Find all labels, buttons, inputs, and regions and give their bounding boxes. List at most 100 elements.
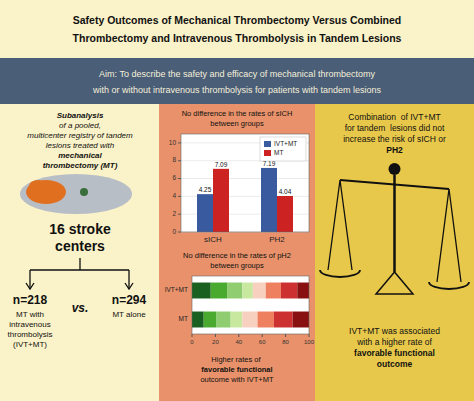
bar bbox=[242, 283, 253, 299]
bar bbox=[231, 312, 243, 328]
tick-label: 0 bbox=[172, 228, 176, 235]
bar bbox=[293, 312, 309, 328]
bar bbox=[297, 283, 309, 299]
scale-beam bbox=[340, 180, 449, 189]
tick bbox=[309, 334, 310, 337]
category-label: MT bbox=[179, 315, 188, 322]
plot-area bbox=[192, 276, 309, 334]
annotation: mechanical bbox=[58, 151, 102, 160]
legend-swatch bbox=[264, 141, 271, 147]
grid-line bbox=[181, 178, 309, 179]
bar bbox=[217, 312, 231, 328]
annotation: centers bbox=[55, 238, 105, 254]
right-panel bbox=[315, 104, 474, 401]
annotation: lesions treated with bbox=[46, 141, 115, 150]
tick-label: 100 bbox=[304, 339, 315, 345]
middle-panel bbox=[159, 104, 315, 401]
plot-frame bbox=[181, 134, 309, 232]
annotation: thrombectomy (MT) bbox=[43, 161, 118, 170]
annotation: Combination of IVT+MT bbox=[348, 112, 440, 122]
annotation: thrombolysis bbox=[8, 330, 53, 339]
bar bbox=[277, 196, 293, 232]
annotation: of a pooled, bbox=[59, 121, 101, 130]
annotation: No difference in the rates of pH2 bbox=[183, 251, 291, 260]
annotation: outcome bbox=[377, 359, 413, 369]
tick-label: 80 bbox=[282, 339, 289, 345]
bar bbox=[192, 283, 211, 299]
arrow-head bbox=[26, 283, 133, 289]
scale-strings bbox=[328, 180, 461, 282]
annotation: outcome with IVT+MT bbox=[200, 375, 274, 384]
tick-label: 0 bbox=[190, 339, 194, 345]
category-label: sICH bbox=[204, 235, 222, 244]
tick-label: 8 bbox=[172, 156, 176, 163]
left-panel bbox=[0, 104, 159, 401]
tick bbox=[178, 232, 181, 233]
annotation: MT alone bbox=[112, 310, 146, 319]
bar bbox=[253, 283, 266, 299]
annotation: No difference in the rates of sICH bbox=[182, 109, 293, 118]
tick-label: 2 bbox=[172, 210, 176, 217]
annotation: (IVT+MT) bbox=[13, 340, 47, 349]
chart: 0246810sICHPH24.257.097.194.04IVT+MTMT bbox=[169, 134, 309, 244]
plot-area bbox=[181, 134, 309, 232]
tick bbox=[178, 178, 181, 179]
bar bbox=[192, 312, 204, 328]
annotation: with a higher rate of bbox=[356, 337, 432, 347]
annotation: Subanalysis bbox=[57, 111, 104, 120]
scale-ball bbox=[389, 163, 401, 175]
tick bbox=[178, 196, 181, 197]
bar bbox=[274, 312, 293, 328]
annotation: between groups bbox=[210, 119, 264, 128]
bar bbox=[258, 312, 274, 328]
tick-label: 6 bbox=[172, 174, 176, 181]
annotation: PH2 bbox=[386, 145, 403, 155]
annotation: multicenter registry of tandem bbox=[27, 131, 133, 140]
map bbox=[20, 174, 132, 214]
chart: 020406080100IVT+MTMT bbox=[165, 276, 315, 345]
bar bbox=[281, 283, 297, 299]
plot-frame bbox=[192, 276, 309, 334]
annotation: favorable functional bbox=[201, 365, 272, 374]
map-region bbox=[29, 180, 47, 192]
data-label: 4.25 bbox=[199, 186, 212, 193]
bar bbox=[242, 312, 257, 328]
title-band bbox=[0, 0, 474, 58]
annotation: n=294 bbox=[112, 293, 147, 307]
legend-entry: MT bbox=[274, 149, 283, 156]
balance-scale bbox=[320, 163, 469, 294]
tick-label: 10 bbox=[169, 139, 177, 146]
annotation: increase the risk of sICH or bbox=[343, 134, 446, 144]
map-region bbox=[80, 188, 88, 196]
tick-label: 20 bbox=[212, 339, 219, 345]
legend-swatch bbox=[264, 150, 271, 156]
tick bbox=[285, 334, 286, 337]
annotation: with or without intravenous thrombolysis… bbox=[92, 85, 382, 95]
tick bbox=[215, 334, 216, 337]
annotation: Aim: To describe the safety and efficacy… bbox=[99, 69, 375, 79]
bar bbox=[211, 283, 227, 299]
marks bbox=[197, 168, 293, 232]
tick bbox=[262, 334, 263, 337]
data-label: 7.09 bbox=[215, 161, 228, 168]
annotation: for tandem lesions did not bbox=[345, 123, 445, 133]
tree-line bbox=[30, 258, 129, 288]
tick-label: 4 bbox=[172, 192, 176, 199]
annotation: Higher rates of bbox=[211, 355, 262, 364]
annotation: MT with bbox=[16, 310, 44, 319]
category-label: IVT+MT bbox=[165, 286, 188, 293]
aim-band bbox=[0, 58, 474, 104]
bar bbox=[213, 169, 229, 232]
infographic: Safety Outcomes of Mechanical Thrombecto… bbox=[0, 0, 474, 401]
subtitle: Thrombectomy and Intravenous Thrombolysi… bbox=[73, 32, 402, 44]
title: Safety Outcomes of Mechanical Thrombecto… bbox=[73, 14, 402, 26]
tick bbox=[192, 334, 193, 337]
scale-base bbox=[376, 272, 413, 294]
bar bbox=[227, 283, 242, 299]
bar bbox=[261, 168, 277, 232]
bar bbox=[204, 312, 217, 328]
tick bbox=[178, 214, 181, 215]
tick-label: 40 bbox=[235, 339, 242, 345]
tree bbox=[26, 258, 133, 289]
map-region bbox=[26, 180, 66, 204]
